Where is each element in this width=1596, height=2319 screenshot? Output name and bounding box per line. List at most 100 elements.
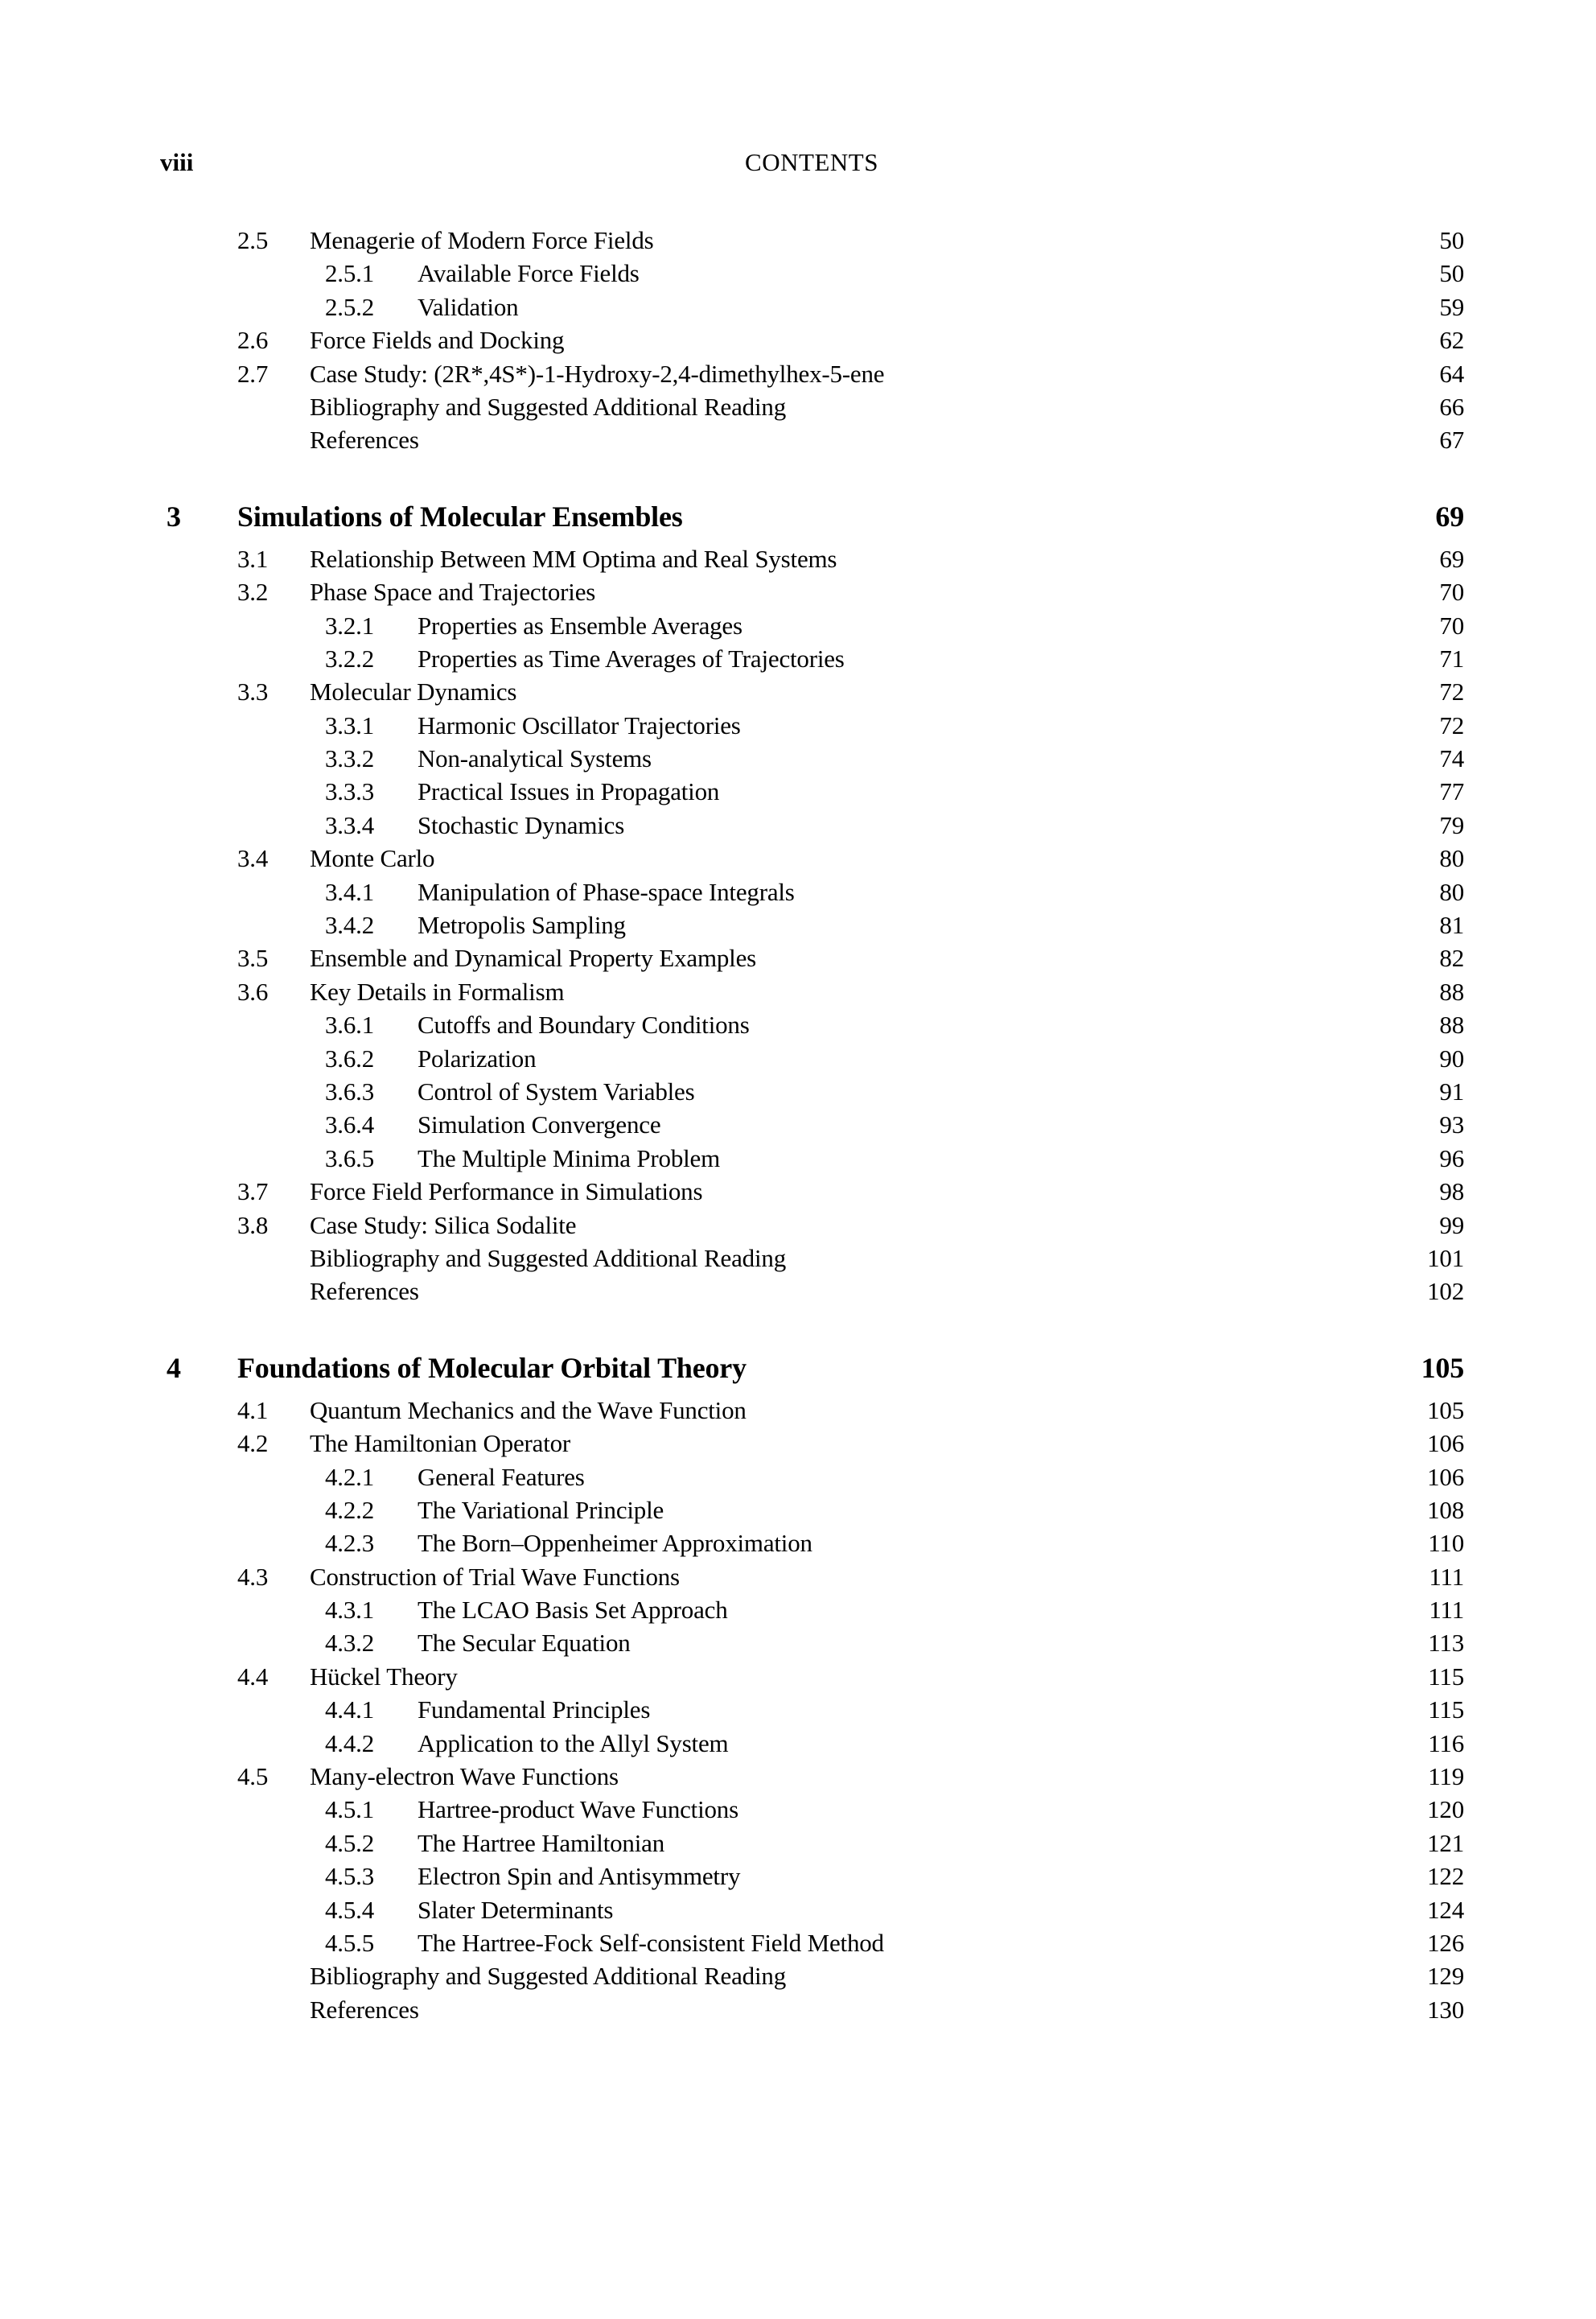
- toc-entry-page: 101: [1427, 1243, 1464, 1272]
- toc-entry-page: 99: [1439, 1210, 1464, 1239]
- toc-entry-page: 105: [1427, 1395, 1464, 1424]
- toc-entry-page: 98: [1439, 1177, 1464, 1206]
- toc-entry-number: 3.6.1: [325, 1011, 375, 1040]
- toc-entry-title: Slater Determinants: [418, 1895, 614, 1924]
- toc-entry-title: Practical Issues in Propagation: [418, 777, 720, 806]
- toc-entry-title: Available Force Fields: [418, 259, 640, 288]
- toc-entry-number: 4.5.2: [325, 1828, 375, 1857]
- toc-entry-title: General Features: [418, 1462, 585, 1491]
- toc-entry-number: 3.4.2: [325, 911, 375, 940]
- toc-row: 4.5.3 Electron Spin and Antisymmetry 122: [0, 1862, 1464, 1895]
- toc-row: 4.2 The Hamiltonian Operator 106: [0, 1429, 1464, 1462]
- toc-entry-number: 2.6: [237, 326, 269, 355]
- toc-row: 3.3.3 Practical Issues in Propagation 77: [0, 777, 1464, 810]
- toc-entry-page: 50: [1439, 226, 1464, 254]
- toc-chapter-number: 3: [167, 500, 181, 533]
- toc-entry-number: 3.2.1: [325, 611, 375, 640]
- toc-entry-title: Non-analytical Systems: [418, 744, 652, 773]
- toc-entry-number: 3.3.1: [325, 711, 375, 739]
- toc-entry-number: 3.6.5: [325, 1143, 375, 1172]
- toc-row: 4.4.1 Fundamental Principles 115: [0, 1695, 1464, 1728]
- toc-entry-title: Simulation Convergence: [418, 1110, 661, 1139]
- toc-entry-title: Hückel Theory: [310, 1662, 458, 1691]
- toc-entry-page: 111: [1429, 1562, 1464, 1591]
- toc-entry-number: 3.3: [237, 678, 269, 706]
- toc-entry-number: 4.5.4: [325, 1895, 375, 1924]
- toc-entry-number: 4.1: [237, 1395, 269, 1424]
- toc-entry-number: 4.3.2: [325, 1629, 375, 1658]
- page-header: viii CONTENTS: [0, 148, 1596, 185]
- toc-entry-page: 110: [1428, 1529, 1464, 1558]
- toc-entry-title: Properties as Ensemble Averages: [418, 611, 742, 640]
- toc-row: 3.2.1 Properties as Ensemble Averages 70: [0, 612, 1464, 645]
- toc-entry-title: Ensemble and Dynamical Property Examples: [310, 944, 757, 973]
- toc-entry-page: 72: [1439, 678, 1464, 706]
- toc-row: 3.6.2 Polarization 90: [0, 1044, 1464, 1077]
- toc-entry-page: 130: [1427, 1995, 1464, 2024]
- toc-entry-title: Monte Carlo: [310, 844, 435, 873]
- toc-entry-number: 3.6.4: [325, 1110, 375, 1139]
- toc-entry-number: 3.6: [237, 977, 269, 1006]
- toc-row: 2.5 Menagerie of Modern Force Fields 50: [0, 226, 1464, 259]
- toc-entry-number: 4.2.1: [325, 1462, 375, 1491]
- toc-entry-number: 3.4: [237, 844, 269, 873]
- toc-entry-number: 2.5.2: [325, 292, 375, 321]
- toc-entry-title: References: [310, 426, 419, 455]
- toc-entry-title: Construction of Trial Wave Functions: [310, 1562, 680, 1591]
- toc-entry-title: The Born–Oppenheimer Approximation: [418, 1529, 812, 1558]
- toc-entry-title: Electron Spin and Antisymmetry: [418, 1862, 741, 1891]
- toc-row: References 67: [0, 426, 1464, 459]
- toc-row: 3.3.2 Non-analytical Systems 74: [0, 744, 1464, 777]
- toc-row: 4.5.4 Slater Determinants 124: [0, 1896, 1464, 1929]
- toc-entry-number: 4.3: [237, 1562, 269, 1591]
- table-of-contents: 2.5 Menagerie of Modern Force Fields 50 2.5…: [0, 226, 1464, 2029]
- toc-entry-page: 116: [1428, 1728, 1464, 1757]
- toc-row: 3.2.2 Properties as Time Averages of Traj…: [0, 645, 1464, 678]
- toc-row: 3.3.4 Stochastic Dynamics 79: [0, 811, 1464, 844]
- toc-entry-title: The Variational Principle: [418, 1495, 664, 1524]
- toc-entry-page: 106: [1427, 1429, 1464, 1458]
- toc-row: References 130: [0, 1996, 1464, 2029]
- toc-row: 3.4.1 Manipulation of Phase-space Integra…: [0, 878, 1464, 911]
- toc-entry-number: 3.6.2: [325, 1044, 375, 1073]
- toc-entry-title: Case Study: Silica Sodalite: [310, 1210, 577, 1239]
- toc-entry-title: The Secular Equation: [418, 1629, 631, 1658]
- toc-entry-page: 96: [1439, 1143, 1464, 1172]
- toc-chapter-page: 105: [1421, 1351, 1465, 1384]
- toc-entry-number: 3.1: [237, 544, 269, 573]
- toc-entry-page: 108: [1427, 1495, 1464, 1524]
- toc-row: 4.5.5 The Hartree-Fock Self-consistent Fi…: [0, 1929, 1464, 1962]
- toc-entry-title: Force Fields and Docking: [310, 326, 565, 355]
- toc-row: 4.2.1 General Features 106: [0, 1463, 1464, 1496]
- toc-row: 4.3.2 The Secular Equation 113: [0, 1629, 1464, 1662]
- toc-row: 4.4 Hückel Theory 115: [0, 1662, 1464, 1695]
- toc-entry-title: Cutoffs and Boundary Conditions: [418, 1011, 750, 1040]
- toc-row: 2.5.1 Available Force Fields 50: [0, 259, 1464, 292]
- toc-entry-title: Properties as Time Averages of Trajector…: [418, 644, 845, 673]
- toc-entry-page: 129: [1427, 1962, 1464, 1991]
- toc-entry-number: 3.3.4: [325, 810, 375, 839]
- toc-chapter-row: 4 Foundations of Molecular Orbital Theory…: [0, 1351, 1464, 1394]
- toc-entry-page: 50: [1439, 259, 1464, 288]
- toc-entry-number: 3.6.3: [325, 1077, 375, 1106]
- running-head-title: CONTENTS: [745, 148, 878, 176]
- toc-entry-page: 70: [1439, 611, 1464, 640]
- folio-page-number: viii: [160, 148, 194, 176]
- toc-entry-page: 77: [1439, 777, 1464, 806]
- toc-entry-number: 3.7: [237, 1177, 269, 1206]
- toc-entry-page: 64: [1439, 359, 1464, 388]
- toc-entry-title: Bibliography and Suggested Additional Re…: [310, 1243, 786, 1272]
- toc-row: 3.4.2 Metropolis Sampling 81: [0, 911, 1464, 944]
- toc-entry-title: Fundamental Principles: [418, 1695, 651, 1724]
- toc-entry-title: Metropolis Sampling: [418, 911, 626, 940]
- toc-row: 3.6 Key Details in Formalism 88: [0, 978, 1464, 1011]
- toc-entry-title: Stochastic Dynamics: [418, 810, 625, 839]
- toc-entry-title: Polarization: [418, 1044, 537, 1073]
- toc-entry-title: Key Details in Formalism: [310, 977, 565, 1006]
- toc-entry-number: 2.5.1: [325, 259, 375, 288]
- toc-entry-page: 81: [1439, 911, 1464, 940]
- toc-row: Bibliography and Suggested Additional Re…: [0, 1962, 1464, 1995]
- toc-entry-title: Force Field Performance in Simulations: [310, 1177, 703, 1206]
- toc-entry-number: 3.2.2: [325, 644, 375, 673]
- toc-row: 3.7 Force Field Performance in Simulation…: [0, 1177, 1464, 1210]
